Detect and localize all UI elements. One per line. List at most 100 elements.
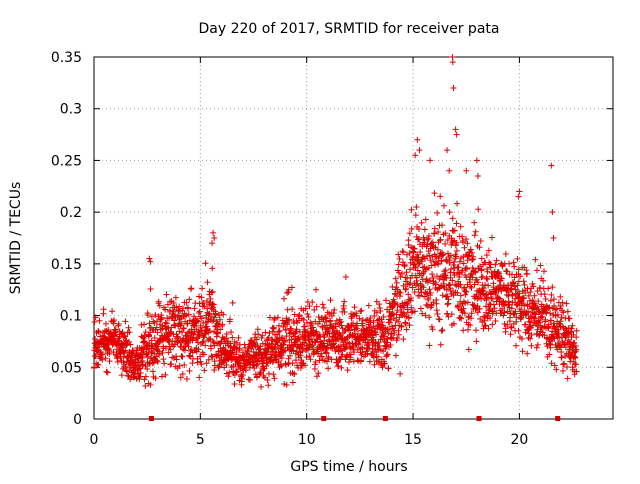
data-point xyxy=(195,346,202,353)
data-point xyxy=(325,328,332,335)
data-point xyxy=(203,297,210,304)
data-point xyxy=(206,328,213,335)
data-point xyxy=(333,317,340,324)
data-point xyxy=(370,354,377,361)
data-point xyxy=(211,362,218,369)
data-point xyxy=(380,313,387,320)
y-axis-label: SRMTID / TECUs xyxy=(8,182,24,295)
data-point xyxy=(419,310,426,317)
data-point xyxy=(110,349,117,356)
data-point xyxy=(146,255,153,262)
data-point xyxy=(122,318,129,325)
data-point xyxy=(535,298,542,305)
data-point xyxy=(316,318,323,325)
data-point xyxy=(455,304,462,311)
data-point xyxy=(485,282,492,289)
data-point xyxy=(263,359,270,366)
data-point xyxy=(373,331,380,338)
data-point xyxy=(400,282,407,289)
data-point xyxy=(318,350,325,357)
data-point xyxy=(429,326,436,333)
data-point xyxy=(422,312,429,319)
data-point xyxy=(444,293,451,300)
data-point xyxy=(195,318,202,325)
data-point xyxy=(369,328,376,335)
x-tick-label: 15 xyxy=(404,432,422,448)
data-point xyxy=(229,299,236,306)
data-point xyxy=(526,318,533,325)
data-point xyxy=(183,299,190,306)
data-point xyxy=(211,366,218,373)
data-point xyxy=(490,301,497,308)
data-point xyxy=(439,327,446,334)
data-point xyxy=(178,353,185,360)
data-point xyxy=(395,261,402,268)
data-point xyxy=(448,311,455,318)
data-point xyxy=(313,373,320,380)
data-point xyxy=(447,285,454,292)
data-point xyxy=(460,327,467,334)
data-point xyxy=(442,240,449,247)
data-point xyxy=(527,313,534,320)
data-point xyxy=(403,326,410,333)
data-point xyxy=(528,332,535,339)
data-point xyxy=(186,296,193,303)
y-tick-label: 0.2 xyxy=(60,205,82,221)
data-point xyxy=(462,300,469,307)
data-point xyxy=(480,285,487,292)
data-point xyxy=(203,360,210,367)
data-point xyxy=(281,380,288,387)
data-point xyxy=(551,302,558,309)
data-point xyxy=(450,320,457,327)
data-point xyxy=(547,310,554,317)
data-point xyxy=(122,333,129,340)
data-point xyxy=(324,325,331,332)
data-point xyxy=(411,245,418,252)
data-point xyxy=(284,306,291,313)
data-point xyxy=(463,236,470,243)
data-point xyxy=(439,292,446,299)
data-point xyxy=(510,311,517,318)
data-point xyxy=(379,364,386,371)
data-point xyxy=(196,374,203,381)
data-point xyxy=(408,304,415,311)
data-point xyxy=(498,288,505,295)
data-point xyxy=(542,316,549,323)
data-point xyxy=(220,311,227,318)
data-point xyxy=(142,373,149,380)
data-point xyxy=(421,226,428,233)
data-point xyxy=(434,209,441,216)
data-point xyxy=(415,225,422,232)
data-point xyxy=(189,337,196,344)
data-point xyxy=(436,316,443,323)
data-point xyxy=(342,273,349,280)
data-point xyxy=(177,343,184,350)
data-point xyxy=(478,266,485,273)
data-point xyxy=(402,286,409,293)
data-point xyxy=(512,308,519,315)
data-point xyxy=(505,298,512,305)
data-point xyxy=(527,289,534,296)
data-point xyxy=(562,325,569,332)
data-point xyxy=(325,353,332,360)
data-point xyxy=(426,252,433,259)
data-point xyxy=(425,295,432,302)
data-point xyxy=(399,270,406,277)
data-point xyxy=(161,360,168,367)
data-point xyxy=(479,273,486,280)
data-point xyxy=(490,308,497,315)
data-point xyxy=(301,323,308,330)
data-point xyxy=(482,322,489,329)
axis-ticks: 0 0.05 0.1 0.15 0.2 0.25 0.3 0.35 0 5 10 15 20 xyxy=(51,50,613,448)
data-point xyxy=(198,315,205,322)
data-point xyxy=(437,193,444,200)
data-point xyxy=(332,347,339,354)
data-point xyxy=(197,358,204,365)
data-point xyxy=(99,356,106,363)
data-point xyxy=(149,368,156,375)
data-point xyxy=(402,320,409,327)
data-point xyxy=(405,314,412,321)
data-point xyxy=(573,346,580,353)
data-point xyxy=(476,244,483,251)
data-point xyxy=(185,305,192,312)
